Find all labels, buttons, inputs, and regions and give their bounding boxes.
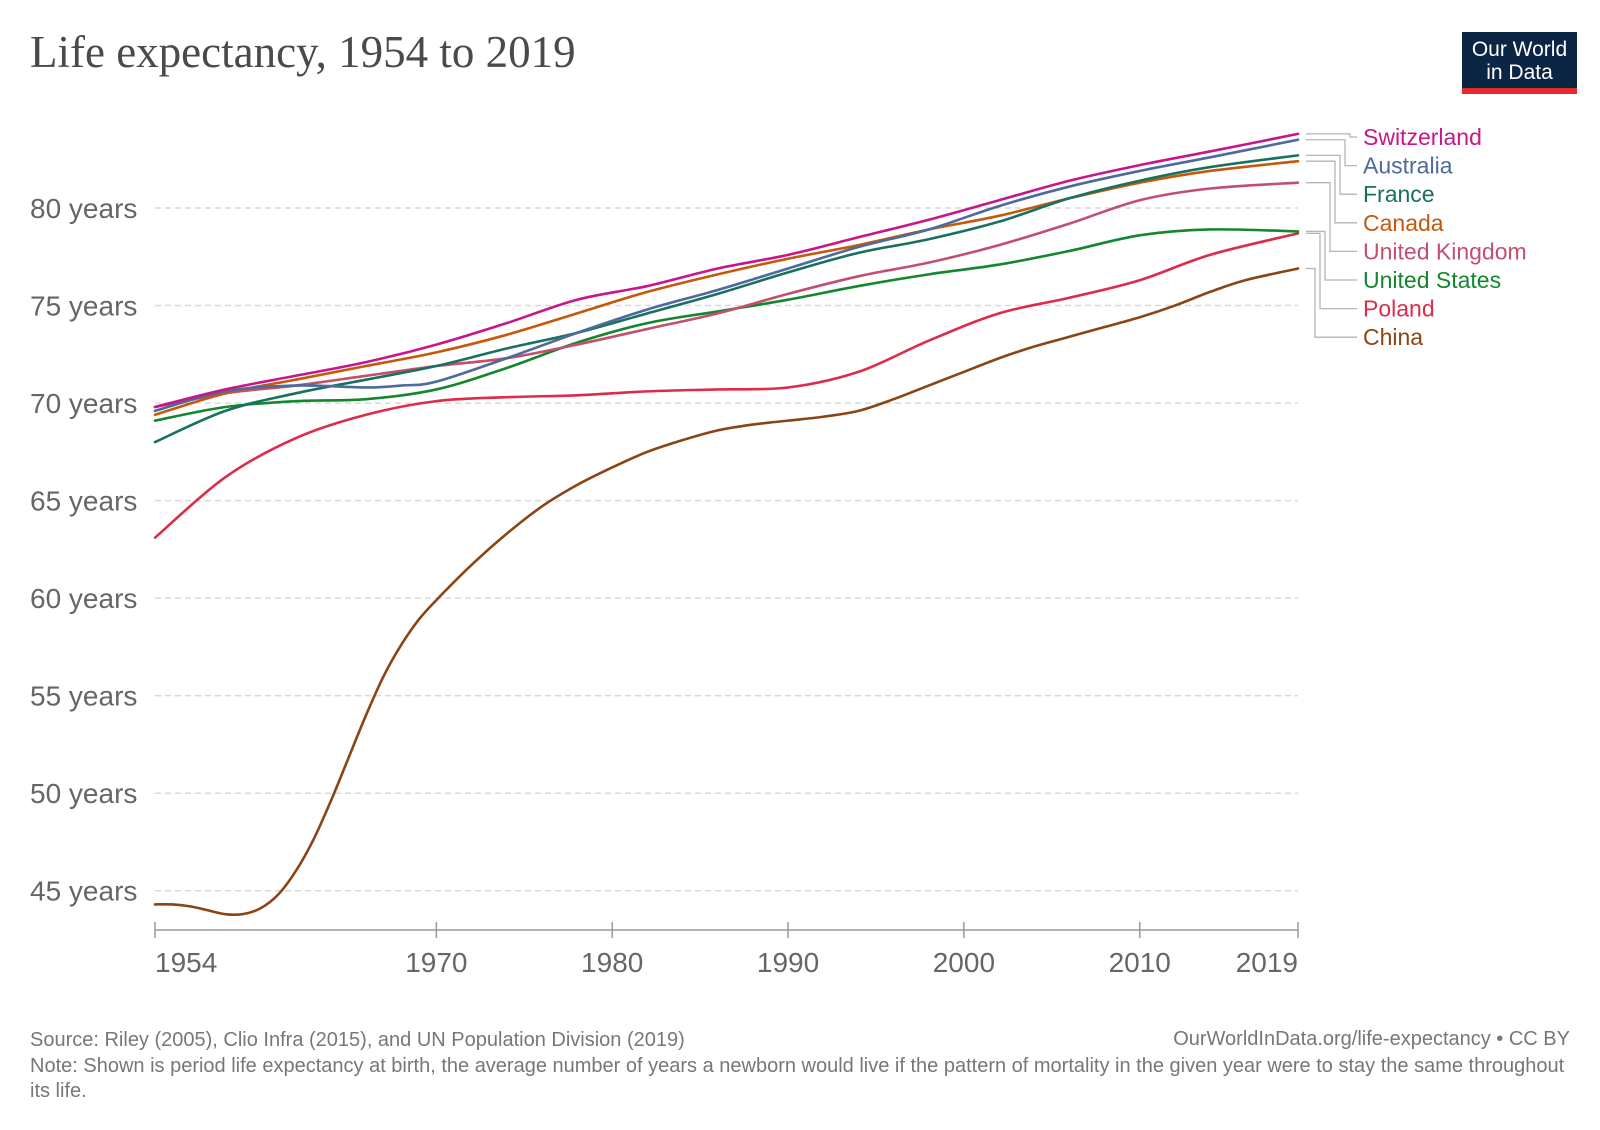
- note-text: Note: Shown is period life expectancy at…: [30, 1055, 1565, 1102]
- legend-connector-united-kingdom: [1306, 182, 1357, 253]
- series-line-united-states: [153, 228, 1300, 422]
- legend-connector-china: [1306, 267, 1357, 338]
- legend-connector-australia: [1306, 139, 1357, 167]
- legend-label-australia: Australia: [1363, 153, 1453, 179]
- axis-layer: 45 years 50 years 55 years 60 years 65 years…: [30, 193, 1299, 978]
- x-tick-label-1990: 1990: [757, 947, 819, 978]
- legend-label-united-states: United States: [1363, 267, 1501, 293]
- logo-line-1: Our World: [1471, 38, 1568, 61]
- x-tick-label-2010: 2010: [1109, 947, 1171, 978]
- y-tick-label-50: 50 years: [30, 778, 137, 809]
- series-line-united-kingdom: [153, 181, 1300, 409]
- legend-label-china: China: [1363, 324, 1423, 350]
- series-line-australia: [153, 138, 1300, 413]
- credit-link[interactable]: OurWorldInData.org/life-expectancy • CC …: [1173, 1028, 1570, 1050]
- y-tick-label-55: 55 years: [30, 681, 137, 712]
- legend-connector-poland: [1306, 232, 1357, 310]
- x-tick-label-1980: 1980: [581, 947, 643, 978]
- owid-logo[interactable]: Our World in Data: [1462, 32, 1577, 94]
- x-tick-label-1954: 1954: [155, 947, 217, 978]
- y-tick-label-45: 45 years: [30, 876, 137, 907]
- legend-connector-france: [1306, 154, 1357, 195]
- series-line-switzerland: [153, 132, 1300, 409]
- series-line-france: [153, 154, 1300, 444]
- grid-layer: [155, 207, 1298, 892]
- y-tick-label-75: 75 years: [30, 291, 137, 322]
- legend-label-poland: Poland: [1363, 296, 1435, 322]
- legend-label-canada: Canada: [1363, 210, 1444, 236]
- x-tick-label-1970: 1970: [405, 947, 467, 978]
- series-line-china: [153, 267, 1300, 917]
- y-tick-label-65: 65 years: [30, 486, 137, 517]
- y-tick-label-60: 60 years: [30, 583, 137, 614]
- logo-line-2: in Data: [1486, 61, 1553, 84]
- legend-label-switzerland: Switzerland: [1363, 124, 1482, 150]
- y-tick-label-80: 80 years: [30, 193, 137, 224]
- legend-label-united-kingdom: United Kingdom: [1363, 238, 1527, 264]
- legend-connector-switzerland: [1306, 133, 1357, 138]
- chart-title: Life expectancy, 1954 to 2019: [30, 27, 576, 77]
- legend-connector-united-states: [1306, 230, 1357, 281]
- legend-label-france: France: [1363, 181, 1435, 207]
- x-tick-label-2000: 2000: [933, 947, 995, 978]
- legend-connector-canada: [1306, 160, 1357, 224]
- source-text: Source: Riley (2005), Clio Infra (2015),…: [30, 1029, 685, 1051]
- line-chart: 45 years 50 years 55 years 60 years 65 years…: [30, 124, 1527, 978]
- x-tick-label-2019: 2019: [1236, 947, 1298, 978]
- series-line-poland: [153, 232, 1300, 539]
- y-tick-label-70: 70 years: [30, 388, 137, 419]
- series-layer: [153, 132, 1300, 917]
